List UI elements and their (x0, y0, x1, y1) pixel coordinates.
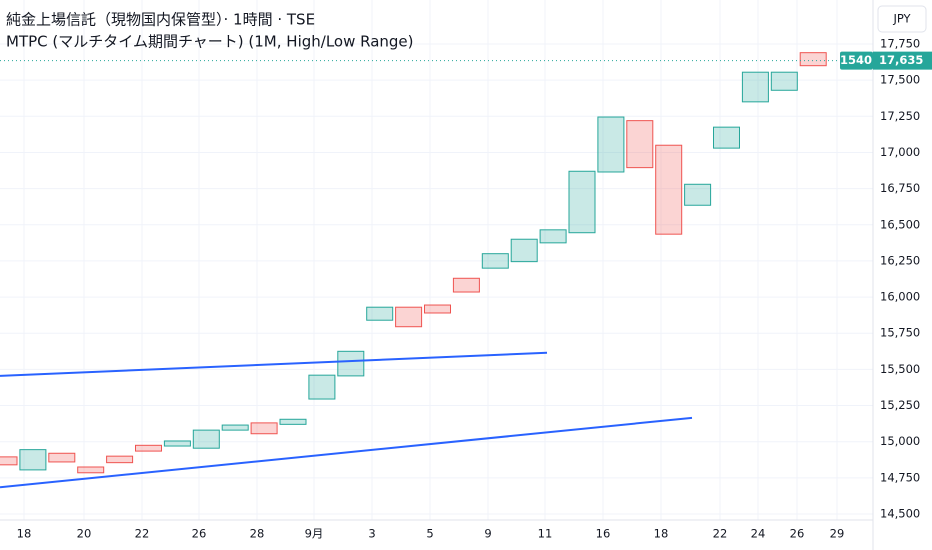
range-box (741, 71, 769, 103)
y-tick-label: 15,500 (880, 362, 920, 376)
grid (0, 0, 873, 520)
range-box (597, 116, 625, 173)
currency-button[interactable] (877, 5, 927, 33)
x-tick-label: 28 (250, 527, 265, 541)
x-tick-label: 22 (713, 527, 728, 541)
y-tick-label: 15,250 (880, 398, 920, 412)
y-tick-label: 17,000 (880, 145, 920, 159)
x-tick-label: 3 (368, 527, 375, 541)
y-tick-label: 17,750 (880, 37, 920, 51)
x-tick-label: 5 (426, 527, 433, 541)
range-box (308, 374, 336, 400)
range-box (192, 429, 220, 449)
range-box (481, 253, 509, 269)
range-box (337, 350, 365, 377)
last-price-badge (873, 51, 932, 70)
range-box (19, 449, 47, 471)
range-box (0, 456, 18, 466)
chart-subtitle: MTPC (マルチタイム期間チャート) (1M, High/Low Range) (6, 33, 414, 51)
x-tick-label: 16 (596, 527, 611, 541)
range-box (250, 422, 278, 435)
range-box (366, 306, 394, 321)
range-box (626, 120, 654, 169)
range-box (163, 440, 191, 447)
range-box (279, 418, 307, 425)
axes: 14,500 14,750 15,000 15,250 15,500 15,750 16,0… (17, 37, 932, 541)
range-box (135, 444, 162, 452)
chart-title: 純金上場信託（現物国内保管型）· 1時間 · TSE (6, 11, 315, 29)
y-tick-label: 16,000 (880, 290, 920, 304)
countdown-badge (840, 51, 873, 70)
range-box (770, 71, 798, 91)
y-tick-label: 14,500 (880, 507, 920, 521)
range-box (510, 238, 538, 263)
range-box (684, 183, 712, 206)
last-price-label: 17,635 (879, 53, 923, 67)
trend-line (0, 351, 548, 377)
range-box (424, 304, 451, 314)
x-tick-label: 18 (17, 527, 32, 541)
range-box (655, 144, 683, 235)
y-tick-label: 16,750 (880, 181, 920, 195)
range-box (48, 452, 76, 463)
range-box (799, 52, 827, 67)
trend-line (0, 416, 693, 489)
y-tick-label: 15,000 (880, 434, 920, 448)
x-tick-label: 18 (654, 527, 669, 541)
x-tick-label: 9月 (305, 527, 324, 541)
range-box (713, 126, 740, 149)
x-tick-label: 20 (77, 527, 92, 541)
y-tick-label: 16,250 (880, 253, 920, 267)
x-tick-label: 26 (192, 527, 207, 541)
currency[interactable]: JPY (892, 12, 911, 26)
x-tick-label: 22 (135, 527, 150, 541)
y-tick-label: 15,750 (880, 326, 920, 340)
range-box (106, 455, 134, 464)
plot (0, 52, 873, 489)
x-tick-label: 9 (484, 527, 491, 541)
countdown: 1540 (840, 53, 872, 67)
range-box (539, 229, 567, 244)
range-box (77, 466, 105, 474)
range-box (221, 424, 249, 431)
range-box (568, 170, 596, 234)
range-box (452, 277, 480, 293)
y-tick-label: 16,500 (880, 217, 920, 231)
range-box (395, 306, 423, 328)
x-tick-label: 29 (830, 527, 845, 541)
x-tick-label: 26 (790, 527, 805, 541)
y-tick-label: 14,750 (880, 470, 920, 484)
x-tick-label: 24 (751, 527, 766, 541)
y-tick-label: 17,500 (880, 73, 920, 87)
x-tick-label: 11 (538, 527, 553, 541)
y-tick-label: 17,250 (880, 109, 920, 123)
